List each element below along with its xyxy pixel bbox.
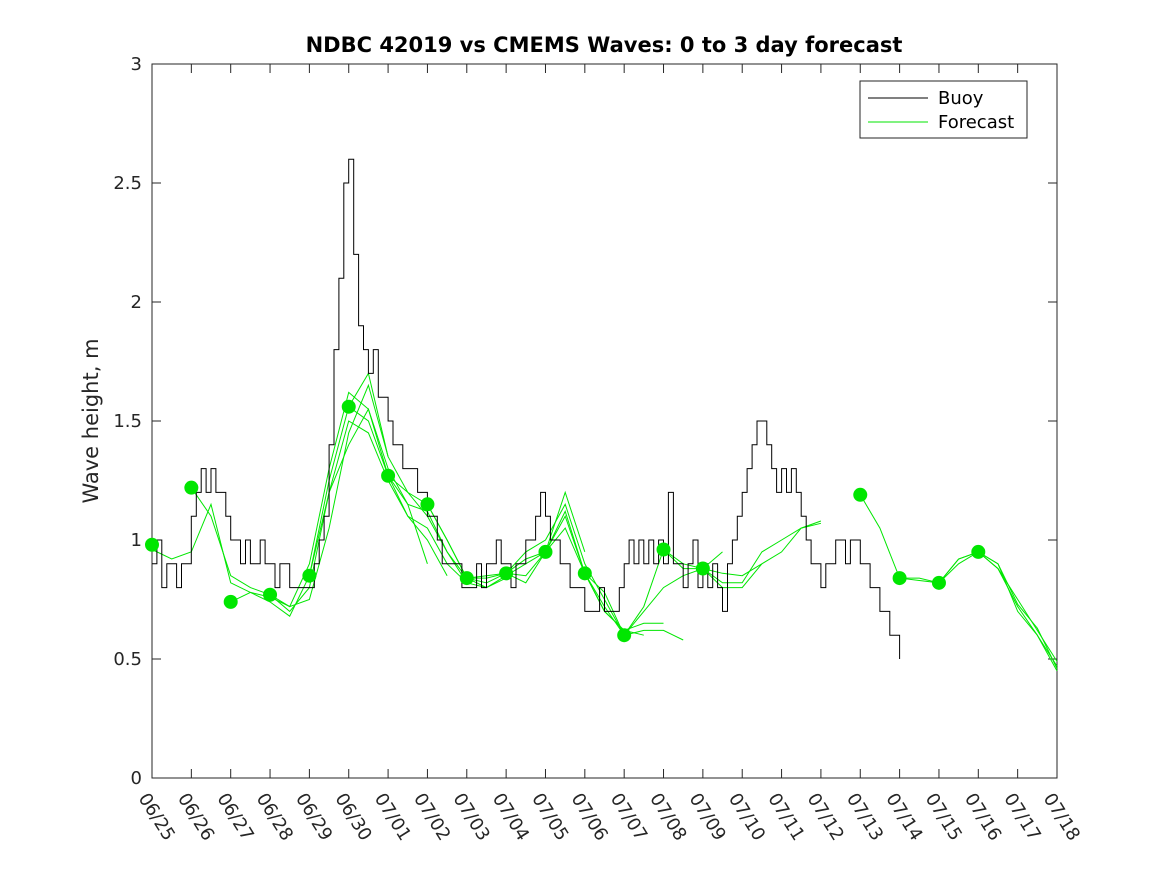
y-tick-label: 2 xyxy=(131,292,142,313)
forecast-marker xyxy=(538,544,553,559)
legend: Buoy Forecast xyxy=(859,80,1028,139)
buoy-line xyxy=(152,158,901,659)
forecast-marker xyxy=(892,571,907,586)
y-tick-label: 1 xyxy=(131,530,142,551)
forecast-marker xyxy=(853,487,868,502)
forecast-line xyxy=(859,494,1058,672)
legend-buoy-label: Buoy xyxy=(938,88,984,109)
chart-title: NDBC 42019 vs CMEMS Waves: 0 to 3 day fo… xyxy=(306,33,903,57)
y-tick-label: 0.5 xyxy=(113,649,142,670)
y-tick-label: 2.5 xyxy=(113,173,142,194)
y-axis-label: Wave height, m xyxy=(79,338,103,503)
forecast-line xyxy=(978,551,1058,669)
forecast-marker xyxy=(420,497,435,512)
forecast-line xyxy=(623,548,763,636)
forecast-marker xyxy=(341,399,356,414)
forecast-marker xyxy=(695,561,710,576)
forecast-line xyxy=(663,522,822,584)
forecast-marker xyxy=(381,468,396,483)
forecast-line xyxy=(938,551,1058,662)
forecast-marker xyxy=(145,537,159,552)
forecast-marker xyxy=(577,566,592,581)
axes-box xyxy=(151,63,1058,779)
forecast-line xyxy=(545,510,684,641)
y-tick-label: 3 xyxy=(131,54,142,75)
forecast-line xyxy=(702,520,822,577)
forecast-marker xyxy=(499,566,514,581)
legend-forecast-label: Forecast xyxy=(938,112,1014,133)
forecast-marker xyxy=(184,480,199,495)
forecast-marker xyxy=(617,628,632,643)
forecast-marker xyxy=(302,568,317,583)
forecast-marker xyxy=(459,571,474,586)
forecast-marker xyxy=(656,542,671,557)
y-tick-label: 1.5 xyxy=(113,411,142,432)
legend-box xyxy=(859,80,1028,139)
plot-area: 00.511.522.5306/2506/2606/2706/2806/2906… xyxy=(113,54,1084,845)
y-tick-label: 0 xyxy=(131,768,142,789)
forecast-marker xyxy=(263,587,278,602)
forecast-marker xyxy=(223,594,238,609)
forecast-marker xyxy=(931,575,946,590)
forecast-marker xyxy=(971,544,986,559)
